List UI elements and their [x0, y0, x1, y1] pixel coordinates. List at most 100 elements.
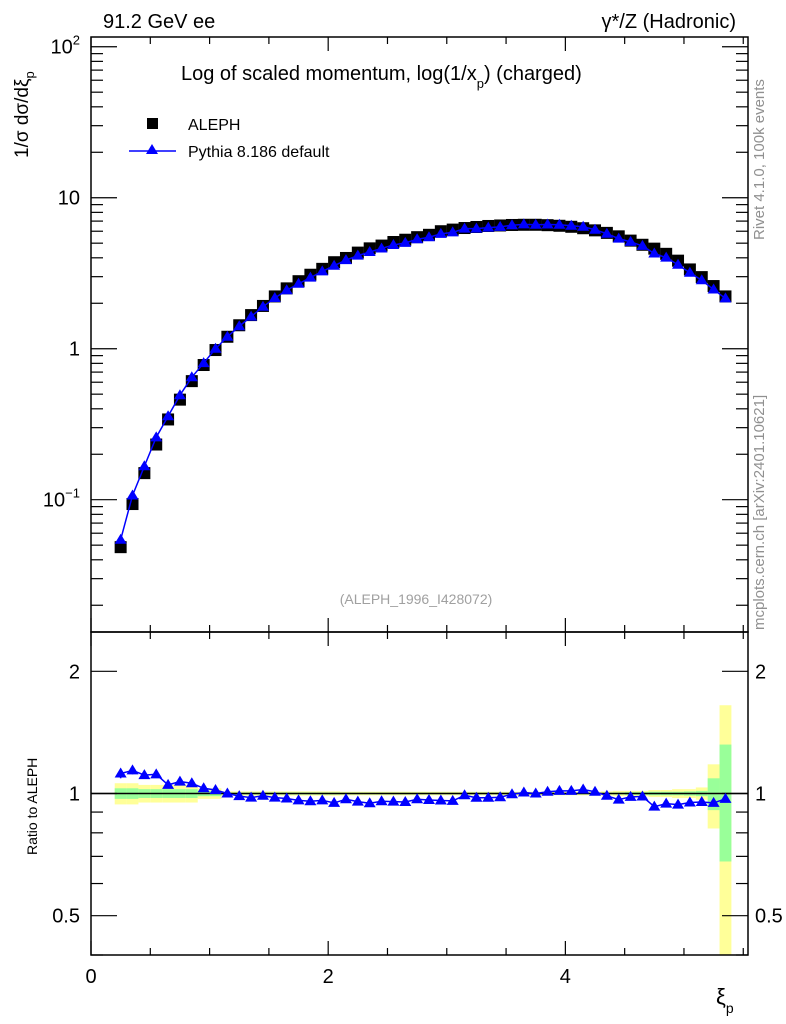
pythia-point	[648, 247, 661, 258]
pythia-point	[719, 292, 732, 303]
pythia-point	[256, 300, 269, 311]
legend-aleph-marker	[147, 118, 158, 129]
ratio-uncertainty-bands	[91, 705, 748, 955]
pythia-line	[119, 223, 726, 540]
ratio-point	[589, 785, 602, 796]
ratio-point	[221, 787, 234, 798]
ratio-point	[446, 794, 459, 805]
pythia-point	[138, 460, 151, 471]
ratio-point	[138, 769, 151, 780]
pythia-point	[517, 218, 530, 229]
ratio-point	[399, 795, 412, 806]
pythia-point	[339, 254, 352, 265]
pythia-point	[612, 232, 625, 243]
pythia-point	[363, 246, 376, 257]
ratio-point	[494, 791, 507, 802]
pythia-point	[470, 222, 483, 233]
ratio-band-inner	[719, 744, 732, 862]
ratio-point	[719, 792, 732, 803]
pythia-point	[316, 265, 329, 276]
ratio-point	[422, 793, 435, 804]
ratio-point	[411, 793, 424, 804]
y-tick-label: 10−1	[43, 486, 80, 512]
ratio-point	[707, 796, 720, 807]
pythia-point	[529, 218, 542, 229]
process-label: γ*/Z (Hadronic)	[602, 11, 736, 33]
pythia-point	[482, 221, 495, 232]
legend: ALEPH Pythia 8.186 default	[129, 117, 330, 161]
pythia-point	[624, 235, 637, 246]
ratio-point	[600, 789, 613, 800]
energy-label: 91.2 GeV ee	[103, 11, 215, 33]
ratio-point	[648, 800, 661, 811]
pythia-point	[446, 226, 459, 237]
ratio-point	[363, 797, 376, 808]
ratio-y-tick-label-right: 1	[755, 784, 766, 806]
ratio-point	[268, 791, 281, 802]
pythia-point	[245, 310, 258, 321]
pythia-point	[422, 231, 435, 242]
ratio-point	[173, 775, 186, 786]
pythia-point	[541, 218, 554, 229]
ratio-point	[612, 793, 625, 804]
ratio-point	[162, 778, 175, 789]
ratio-point	[695, 795, 708, 806]
pythia-point	[126, 489, 139, 500]
ratio-axis-ticks: 0 2 4 0.5 0.5 1 1 2 2	[52, 618, 783, 988]
pythia-point	[114, 533, 127, 544]
pythia-point	[660, 251, 673, 262]
pythia-point	[707, 283, 720, 294]
ratio-y-axis-label: Ratio to ALEPH	[24, 758, 40, 855]
y-tick-label: 102	[51, 33, 80, 59]
x-tick-label: 4	[560, 966, 571, 988]
ratio-point	[387, 795, 400, 806]
pythia-point	[304, 271, 317, 282]
ratio-point	[541, 785, 554, 796]
ratio-point	[114, 767, 127, 778]
ratio-point	[482, 791, 495, 802]
pythia-point	[553, 218, 566, 229]
ratio-point	[458, 789, 471, 800]
ratio-point	[209, 784, 222, 795]
ratio-point	[233, 790, 246, 801]
pythia-point	[162, 410, 175, 421]
ratio-y-tick-label-left: 2	[69, 661, 80, 683]
pythia-point	[636, 239, 649, 250]
x-tick-label: 2	[323, 966, 334, 988]
pythia-point	[268, 291, 281, 302]
ratio-point	[150, 768, 163, 779]
ratio-point	[280, 792, 293, 803]
ratio-point	[660, 797, 673, 808]
ratio-point	[553, 784, 566, 795]
x-axis-label: ξp	[716, 984, 734, 1016]
ratio-point	[434, 794, 447, 805]
pythia-point	[280, 284, 293, 295]
analysis-id: (ALEPH_1996_I428072)	[340, 591, 493, 607]
y-tick-label: 1	[69, 339, 80, 361]
pythia-point	[209, 342, 222, 353]
ratio-point	[256, 789, 269, 800]
ratio-point	[304, 795, 317, 806]
chart-title: Log of scaled momentum, log(1/xp) (charg…	[181, 63, 582, 91]
pythia-point	[434, 227, 447, 238]
aleph-point	[150, 438, 163, 451]
legend-pythia-marker	[146, 144, 158, 154]
pythia-point	[458, 222, 471, 233]
y-tick-label: 10	[58, 188, 80, 210]
pythia-point	[221, 330, 234, 341]
pythia-point	[695, 274, 708, 285]
ratio-point	[636, 790, 649, 801]
upper-axis-ticks: 10−1 1 10 102	[43, 33, 748, 606]
ratio-point	[624, 790, 637, 801]
pythia-point	[683, 266, 696, 277]
ratio-point	[506, 788, 519, 799]
y-axis-label: 1/σ dσ/dξp	[12, 71, 37, 158]
pythia-point	[197, 357, 210, 368]
ratio-point	[517, 786, 530, 797]
pythia-point	[233, 320, 246, 331]
mcplots-label: mcplots.cern.ch [arXiv:2401.10621]	[751, 395, 768, 630]
rivet-version-label: Rivet 4.1.0, 100k events	[751, 79, 768, 240]
ratio-y-tick-label-left: 0.5	[52, 906, 80, 928]
pythia-point	[577, 220, 590, 231]
ratio-frame	[90, 631, 749, 956]
